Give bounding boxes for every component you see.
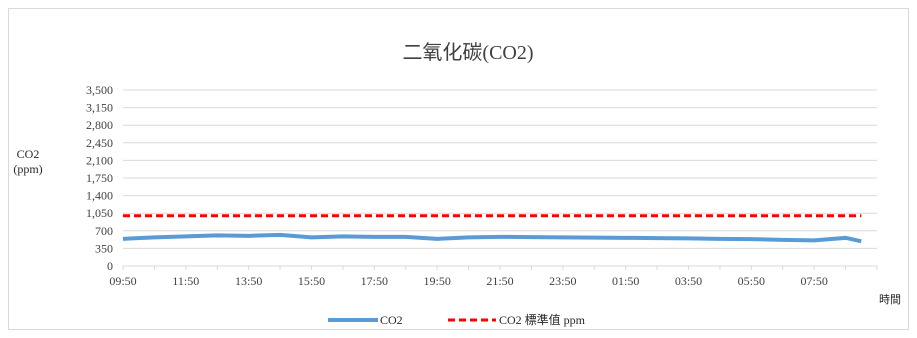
- y-tick-label: 350: [95, 241, 113, 255]
- legend-label-co2-standard: CO2 標準值 ppm: [499, 312, 586, 327]
- y-tick-label: 3,150: [86, 101, 113, 115]
- x-axis-title: 時間: [879, 293, 901, 306]
- x-tick-label: 17:50: [361, 274, 388, 288]
- x-tick-label: 01:50: [612, 274, 639, 288]
- y-axis-tick-labels: 0 350 700 1,050 1,400 1,750 2,100 2,450 2,800 3,1…: [86, 83, 113, 273]
- x-tick-label: 11:50: [172, 274, 199, 288]
- y-axis-title-line2: (ppm): [13, 162, 42, 176]
- x-tick-label: 03:50: [675, 274, 702, 288]
- y-tick-label: 2,450: [86, 136, 113, 150]
- chart-title: 二氧化碳(CO2): [402, 41, 533, 64]
- legend: CO2 CO2 標準值 ppm: [328, 312, 586, 327]
- y-tick-label: 2,800: [86, 118, 113, 132]
- series-layer: [122, 214, 862, 244]
- y-tick-label: 3,500: [86, 83, 113, 97]
- x-tick-label: 07:50: [800, 274, 827, 288]
- y-tick-label: 1,400: [86, 189, 113, 203]
- y-tick-label: 2,100: [86, 153, 113, 167]
- x-tick-label: 05:50: [738, 274, 765, 288]
- x-tick-label: 21:50: [486, 274, 513, 288]
- x-tick-label: 09:50: [109, 274, 136, 288]
- y-tick-label: 0: [107, 259, 113, 273]
- x-tick-label: 13:50: [235, 274, 262, 288]
- chart-area: [8, 8, 909, 330]
- y-tick-label: 700: [95, 224, 113, 238]
- x-tick-label: 15:50: [298, 274, 325, 288]
- series-line-co2: [122, 232, 862, 244]
- y-axis-title-line1: CO2: [17, 147, 40, 161]
- legend-label-co2: CO2: [380, 313, 403, 327]
- x-tick-label: 23:50: [549, 274, 576, 288]
- x-tick-label: 19:50: [423, 274, 450, 288]
- x-axis-tick-marks: [122, 266, 878, 270]
- grid-lines: [123, 89, 877, 249]
- y-tick-label: 1,750: [86, 171, 113, 185]
- x-axis-tick-labels: 09:50 11:50 13:50 15:50 17:50 19:50 21:50 23:50…: [109, 274, 828, 288]
- y-tick-label: 1,050: [86, 206, 113, 220]
